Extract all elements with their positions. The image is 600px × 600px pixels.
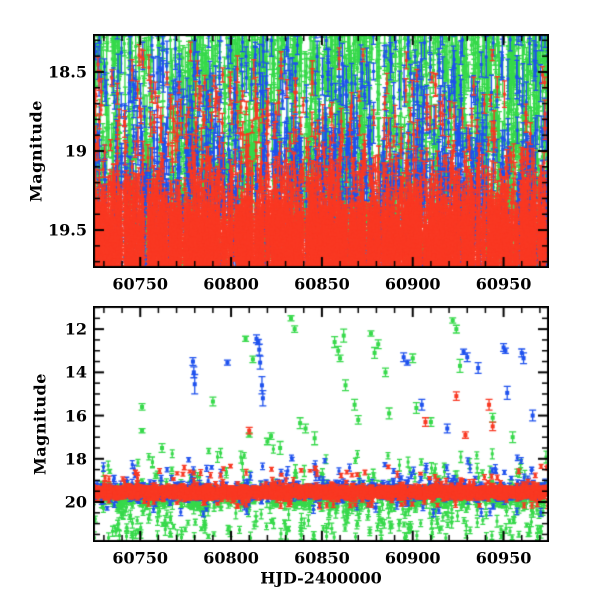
y-tick-label: 16 (64, 406, 87, 426)
x-tick-label: 60950 (475, 548, 532, 568)
x-tick-label: 60800 (203, 548, 259, 568)
bottom-panel-plot-area (93, 306, 549, 542)
x-tick-label: 60800 (203, 274, 259, 293)
x-axis-title: HJD-2400000 (260, 568, 382, 588)
y-tick-label: 19.5 (48, 220, 87, 240)
top-y-axis-title: Magnitude (26, 100, 46, 202)
bottom-y-axis-title: Magnitude (30, 373, 50, 475)
x-tick-label: 60900 (384, 274, 441, 293)
top-panel-plot-area (93, 34, 549, 268)
x-tick-label: 60850 (294, 548, 350, 568)
y-tick-label: 20 (64, 492, 87, 512)
x-tick-label: 60750 (112, 274, 169, 293)
y-tick-label: 12 (64, 319, 87, 339)
x-tick-label: 60750 (112, 548, 169, 568)
y-tick-label: 18.5 (48, 62, 87, 82)
y-tick-label: 14 (64, 362, 87, 382)
x-tick-label: 60850 (294, 274, 350, 293)
x-tick-label: 60900 (384, 548, 441, 568)
y-tick-label: 19 (64, 141, 87, 161)
y-tick-label: 18 (64, 449, 87, 469)
x-tick-label: 60950 (475, 274, 532, 293)
